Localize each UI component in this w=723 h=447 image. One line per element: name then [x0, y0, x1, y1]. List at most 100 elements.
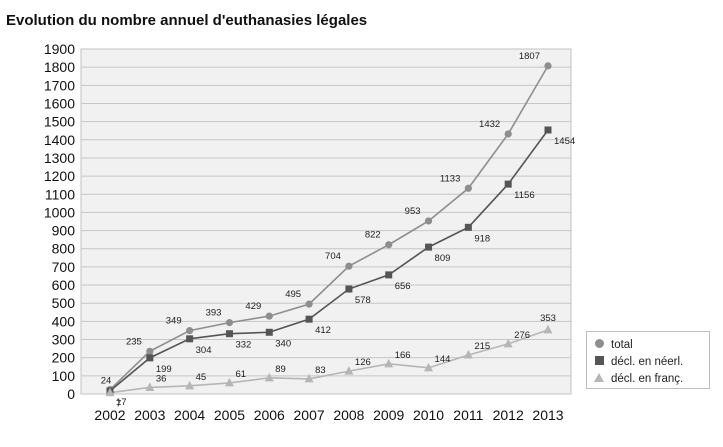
x-tick-label: 2002: [94, 407, 125, 423]
y-tick-label: 1700: [44, 77, 75, 93]
data-point: [544, 126, 552, 134]
y-tick-label: 1500: [44, 114, 75, 130]
data-label: 1807: [519, 51, 540, 62]
data-point: [186, 335, 194, 343]
x-tick-label: 2004: [174, 407, 205, 423]
x-tick-label: 2007: [294, 407, 325, 423]
data-point: [265, 328, 273, 336]
data-label: 353: [540, 313, 556, 324]
data-label: 89: [275, 364, 286, 375]
data-point: [146, 347, 154, 355]
data-label: 412: [315, 325, 331, 336]
data-point: [543, 324, 553, 334]
y-tick-label: 600: [52, 277, 76, 293]
data-point: [265, 312, 273, 320]
y-tick-label: 700: [52, 259, 76, 275]
x-tick-label: 2012: [493, 407, 524, 423]
data-label: 199: [156, 364, 172, 375]
data-point: [504, 180, 512, 188]
data-label: 45: [196, 372, 207, 383]
data-label: 809: [435, 253, 451, 264]
legend-item-decl-franc: décl. en franç.: [592, 370, 704, 387]
data-point: [425, 243, 433, 251]
data-point: [185, 380, 195, 390]
legend-item-total: total: [592, 336, 704, 353]
y-tick-label: 1900: [44, 41, 75, 57]
data-point: [544, 62, 552, 70]
legend-label-total: total: [611, 338, 633, 351]
data-point: [145, 382, 155, 391]
y-tick-label: 200: [52, 350, 76, 366]
data-label: 1133: [440, 173, 460, 184]
y-tick-label: 1400: [44, 132, 75, 148]
y-tick-label: 1600: [44, 95, 75, 111]
data-label: 393: [206, 308, 222, 319]
grid-lines: [81, 66, 571, 377]
data-point: [385, 241, 393, 249]
data-label: 1454: [554, 136, 575, 147]
data-point: [186, 327, 194, 335]
y-tick-label: 900: [52, 223, 76, 239]
data-labels: 24 235 349 393 429 495 704 822 953 1133 1432 1807 17…: [101, 51, 575, 410]
data-label: 429: [245, 301, 261, 312]
data-label: 17: [116, 397, 127, 408]
data-label: 953: [405, 206, 421, 217]
legend-label-decl-neerl: décl. en néerl.: [611, 355, 684, 368]
y-tick-label: 300: [52, 332, 76, 348]
data-label: 332: [235, 340, 251, 351]
legend-item-decl-neerl: décl. en néerl.: [592, 353, 704, 370]
data-label: 215: [474, 341, 490, 352]
data-point: [504, 130, 512, 138]
data-point: [305, 315, 313, 323]
y-tick-label: 400: [52, 313, 76, 329]
data-point: [146, 354, 154, 362]
x-tick-label: 2008: [333, 407, 364, 423]
series-line: [109, 129, 549, 392]
data-label: 144: [435, 354, 451, 365]
data-point: [105, 387, 115, 397]
x-tick-label: 2013: [532, 407, 563, 423]
data-point: [384, 358, 394, 368]
data-point: [344, 366, 354, 375]
data-point: [464, 184, 472, 192]
y-tick-label: 1100: [45, 186, 75, 202]
series-line: [109, 65, 549, 391]
y-tick-label: 1300: [44, 150, 75, 166]
x-tick-label: 2011: [453, 407, 483, 423]
data-point: [224, 377, 234, 387]
data-point: [345, 262, 353, 270]
data-label: 822: [365, 230, 381, 241]
chart-legend: total décl. en néerl. décl. en franç.: [586, 331, 710, 389]
data-label: 340: [275, 338, 291, 349]
x-axis-ticks: 2002 2003 2004 2005 2006 2007 2008 2009 2010 2011…: [94, 407, 563, 423]
x-tick-label: 2009: [373, 407, 404, 423]
legend-label-decl-franc: décl. en franç.: [611, 372, 684, 385]
y-tick-label: 100: [52, 368, 76, 384]
circle-marker-icon: [594, 338, 604, 348]
data-label: 578: [355, 295, 371, 306]
y-axis-ticks: 0 100 200 300 400 500 600 700 800 900 1000 1100 1200…: [44, 41, 75, 402]
chart-title: Evolution du nombre annuel d'euthanasies…: [6, 12, 368, 29]
data-label: 83: [315, 365, 326, 376]
y-tick-label: 500: [52, 295, 76, 311]
square-marker-icon: [594, 355, 604, 365]
data-label: 36: [156, 373, 167, 384]
data-label: 495: [285, 289, 301, 300]
data-label: 235: [126, 336, 142, 347]
data-point: [424, 217, 433, 225]
series-line: [109, 329, 549, 394]
data-label: 24: [101, 376, 112, 387]
y-tick-label: 1000: [44, 204, 75, 220]
data-label: 126: [355, 357, 371, 368]
data-point: [345, 285, 353, 293]
data-point: [225, 330, 233, 338]
data-label: 166: [395, 350, 411, 361]
data-point: [304, 373, 314, 383]
data-point: [264, 372, 274, 382]
y-tick-label: 1800: [44, 59, 75, 75]
data-point: [503, 338, 513, 348]
data-label: 61: [235, 369, 246, 380]
data-label: 7: [116, 399, 121, 410]
